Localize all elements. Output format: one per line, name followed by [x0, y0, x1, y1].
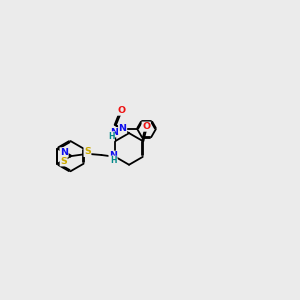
Text: H: H	[108, 132, 114, 141]
Text: O: O	[142, 122, 150, 131]
Text: S: S	[60, 157, 67, 166]
Text: N: N	[109, 151, 117, 160]
Text: H: H	[110, 156, 116, 165]
Text: S: S	[84, 148, 91, 157]
Text: O: O	[117, 106, 125, 115]
Text: N: N	[60, 148, 68, 157]
Text: N: N	[110, 128, 118, 137]
Text: N: N	[118, 124, 127, 133]
